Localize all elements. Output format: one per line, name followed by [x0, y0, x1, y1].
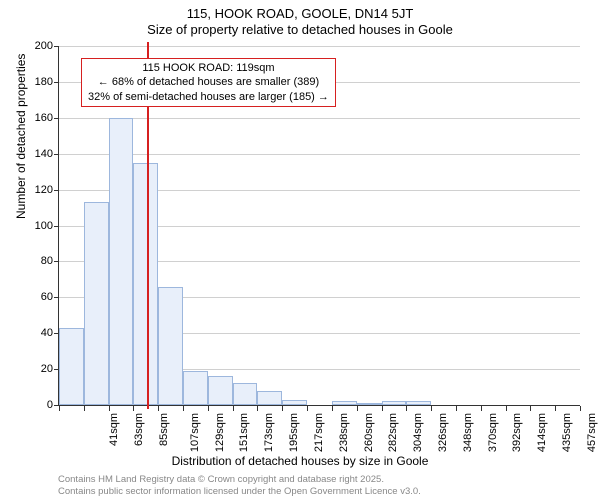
histogram-bar — [257, 391, 282, 405]
footnote-2: Contains public sector information licen… — [58, 486, 421, 497]
y-tick-mark — [54, 82, 59, 83]
x-tick-label: 435sqm — [561, 413, 573, 452]
y-axis-label: Number of detached properties — [14, 54, 28, 219]
x-tick-label: 414sqm — [536, 413, 548, 452]
y-tick-mark — [54, 118, 59, 119]
x-tick-mark — [208, 406, 209, 411]
x-tick-label: 370sqm — [487, 413, 499, 452]
x-tick-label: 107sqm — [189, 413, 201, 452]
histogram-bar — [406, 401, 431, 405]
y-tick-mark — [54, 46, 59, 47]
x-tick-mark — [307, 406, 308, 411]
x-tick-mark — [506, 406, 507, 411]
annotation-line-2: ← 68% of detached houses are smaller (38… — [88, 75, 329, 89]
x-tick-mark — [555, 406, 556, 411]
y-tick-label: 180 — [3, 76, 53, 88]
x-tick-mark — [257, 406, 258, 411]
x-tick-label: 260sqm — [363, 413, 375, 452]
histogram-bar — [133, 163, 158, 405]
x-tick-mark — [456, 406, 457, 411]
y-tick-label: 100 — [3, 220, 53, 232]
gridline — [59, 46, 580, 47]
gridline — [59, 154, 580, 155]
histogram-bar — [183, 371, 208, 405]
x-axis-label: Distribution of detached houses by size … — [0, 454, 600, 468]
x-tick-mark — [382, 406, 383, 411]
x-tick-mark — [406, 406, 407, 411]
y-tick-label: 0 — [3, 399, 53, 411]
x-tick-mark — [282, 406, 283, 411]
x-tick-mark — [59, 406, 60, 411]
y-tick-label: 200 — [3, 40, 53, 52]
x-tick-mark — [109, 406, 110, 411]
y-tick-label: 40 — [3, 327, 53, 339]
histogram-bar — [109, 118, 134, 405]
x-tick-mark — [233, 406, 234, 411]
x-tick-label: 195sqm — [288, 413, 300, 452]
y-tick-mark — [54, 261, 59, 262]
chart-plot-area: 02040608010012014016018020041sqm63sqm85s… — [58, 46, 580, 406]
page-subtitle: Size of property relative to detached ho… — [0, 22, 600, 37]
y-tick-label: 120 — [3, 184, 53, 196]
footnote-1: Contains HM Land Registry data © Crown c… — [58, 474, 384, 485]
y-tick-label: 160 — [3, 112, 53, 124]
histogram-bar — [84, 202, 109, 405]
x-tick-mark — [431, 406, 432, 411]
histogram-bar — [233, 383, 258, 405]
y-tick-mark — [54, 154, 59, 155]
y-tick-label: 140 — [3, 148, 53, 160]
x-tick-mark — [133, 406, 134, 411]
x-tick-label: 85sqm — [158, 413, 170, 446]
histogram-bar — [208, 376, 233, 405]
x-tick-mark — [357, 406, 358, 411]
y-tick-mark — [54, 226, 59, 227]
y-tick-mark — [54, 190, 59, 191]
page-title: 115, HOOK ROAD, GOOLE, DN14 5JT — [0, 6, 600, 21]
histogram-bar — [59, 328, 84, 405]
x-tick-label: 457sqm — [586, 413, 598, 452]
x-tick-label: 217sqm — [313, 413, 325, 452]
x-tick-mark — [332, 406, 333, 411]
y-tick-mark — [54, 297, 59, 298]
y-tick-label: 20 — [3, 363, 53, 375]
x-tick-label: 41sqm — [108, 413, 120, 446]
x-tick-label: 129sqm — [214, 413, 226, 452]
x-tick-label: 173sqm — [263, 413, 275, 452]
x-tick-label: 348sqm — [462, 413, 474, 452]
histogram-bar — [158, 287, 183, 405]
annotation-box: 115 HOOK ROAD: 119sqm← 68% of detached h… — [81, 58, 336, 107]
x-tick-label: 151sqm — [239, 413, 251, 452]
x-tick-mark — [481, 406, 482, 411]
x-tick-label: 392sqm — [511, 413, 523, 452]
histogram-bar — [382, 401, 407, 405]
y-tick-label: 80 — [3, 255, 53, 267]
annotation-line-1: 115 HOOK ROAD: 119sqm — [88, 61, 329, 75]
x-tick-label: 238sqm — [338, 413, 350, 452]
x-tick-mark — [580, 406, 581, 411]
x-tick-mark — [530, 406, 531, 411]
x-tick-label: 304sqm — [412, 413, 424, 452]
gridline — [59, 118, 580, 119]
x-tick-mark — [158, 406, 159, 411]
histogram-bar — [357, 403, 382, 405]
x-tick-mark — [84, 406, 85, 411]
x-tick-mark — [183, 406, 184, 411]
annotation-line-3: 32% of semi-detached houses are larger (… — [88, 90, 329, 104]
x-tick-label: 282sqm — [387, 413, 399, 452]
histogram-bar — [332, 401, 357, 405]
y-tick-label: 60 — [3, 291, 53, 303]
x-tick-label: 63sqm — [133, 413, 145, 446]
x-tick-label: 326sqm — [437, 413, 449, 452]
histogram-bar — [282, 400, 307, 405]
